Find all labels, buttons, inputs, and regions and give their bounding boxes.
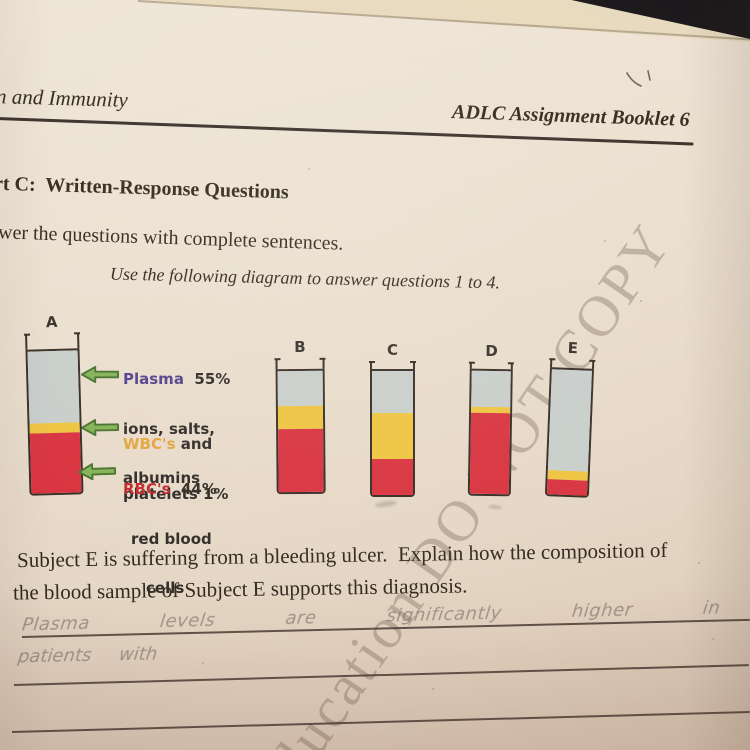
section-heading: rt C: Written-Response Questions <box>0 172 290 204</box>
tube-label: C <box>386 341 398 359</box>
tube-rim <box>25 333 80 350</box>
legend-value: 44% <box>170 480 217 498</box>
legend-desc: ions, salts, <box>123 419 215 438</box>
tube-fill <box>467 368 513 497</box>
tube-segment-wbc <box>277 405 324 430</box>
tube-segment-rbc <box>546 479 588 496</box>
legend-item-rbc: RBC's 44% red blood cells <box>123 448 217 630</box>
tube-label: A <box>45 312 58 332</box>
tube-segment-plasma <box>471 370 511 407</box>
test-tube-d: D <box>467 341 513 497</box>
legend-value: and <box>175 435 213 453</box>
tube-label: B <box>294 337 306 357</box>
legend-desc: platelets 1% <box>123 484 229 503</box>
rbc-arrow-icon <box>78 463 117 481</box>
legend-item-plasma: Plasma 55% ions, salts, albumins <box>123 338 230 520</box>
legend-term-plasma: Plasma <box>123 370 184 388</box>
tube-fill <box>25 348 84 496</box>
test-tube-a: A <box>24 312 84 496</box>
test-tube-e: E <box>544 338 595 498</box>
pencil-smudge <box>374 499 398 509</box>
test-tube-b: B <box>275 337 326 495</box>
pen-mark <box>626 70 651 87</box>
handwritten-answer-line2: patients with <box>16 643 159 668</box>
tube-rim <box>275 358 325 370</box>
tube-segment-rbc <box>469 412 511 495</box>
wbc-arrow-icon <box>81 419 120 437</box>
tube-rim <box>469 362 513 370</box>
legend-term-wbc: WBC's <box>123 435 176 453</box>
plasma-arrow-icon <box>81 365 119 384</box>
tube-segment-rbc <box>372 459 413 495</box>
tube-label: D <box>485 341 498 361</box>
diagram-caption: Use the following diagram to answer ques… <box>109 263 501 293</box>
booklet-title: ADLC Assignment Booklet 6 <box>451 101 690 131</box>
instruction-text: wer the questions with complete sentence… <box>0 221 344 255</box>
answer-line-3 <box>11 711 750 733</box>
tube-fill <box>370 369 415 497</box>
legend-desc: albumins <box>123 469 201 487</box>
tube-segment-plasma <box>277 370 323 407</box>
legend-item-wbc: WBC's and platelets 1% <box>123 403 228 535</box>
tube-fill <box>544 367 594 498</box>
tube-segment-plasma <box>27 350 80 425</box>
legend-term-rbc: RBC's <box>123 480 171 498</box>
tube-segment-rbc <box>29 432 82 494</box>
legend-desc: cells <box>146 579 185 597</box>
test-tube-c: C <box>369 341 416 497</box>
question-text-line1: Subject E is suffering from a bleeding u… <box>16 537 668 573</box>
tube-segment-plasma <box>547 369 592 473</box>
tube-label: E <box>567 338 579 358</box>
paper-speckles <box>640 300 642 302</box>
course-title: n and Immunity <box>0 84 129 112</box>
tube-rim <box>369 361 416 369</box>
tube-segment-wbc <box>372 413 413 460</box>
tube-fill <box>275 368 326 495</box>
tube-rim <box>550 359 595 369</box>
legend-desc: red blood <box>131 529 212 548</box>
tube-segment-rbc <box>278 428 324 493</box>
tube-segment-plasma <box>372 371 413 414</box>
legend-value: 55% <box>183 370 231 388</box>
